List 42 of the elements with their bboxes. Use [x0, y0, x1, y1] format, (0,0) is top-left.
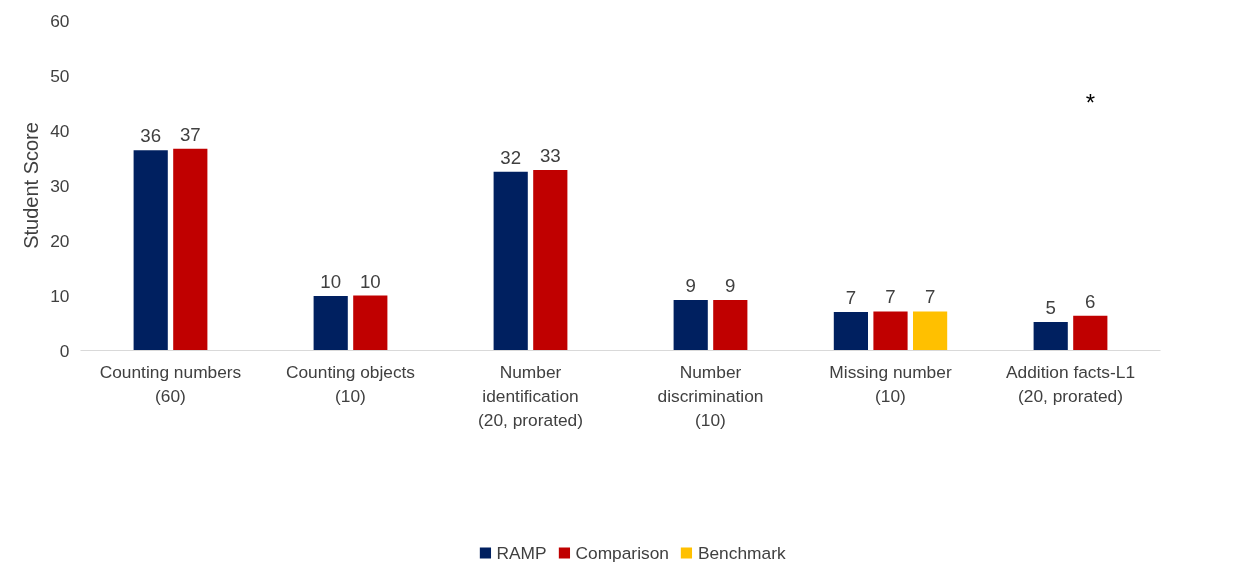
- bar: [1033, 321, 1068, 351]
- bar: [353, 295, 388, 351]
- bar: [1073, 315, 1108, 351]
- x-tick-label: Addition facts-L1 (20, prorated): [1005, 361, 1136, 406]
- data-label: 36: [140, 125, 162, 147]
- data-label: 9: [725, 274, 736, 296]
- bar: [673, 299, 708, 351]
- data-label: 10: [359, 270, 381, 292]
- data-label: 9: [685, 274, 696, 296]
- y-axis-title: Student Score: [20, 122, 43, 249]
- annotation: *: [1085, 88, 1095, 116]
- y-tick-label: 50: [50, 65, 70, 86]
- y-tick-label: 20: [50, 230, 70, 251]
- legend-label: RAMP: [496, 542, 547, 564]
- data-label: 32: [500, 146, 522, 168]
- bar: [493, 171, 528, 351]
- bar: [133, 150, 168, 351]
- x-tick-label: Number discrimination (10): [657, 361, 764, 430]
- data-label: 5: [1045, 296, 1056, 318]
- x-tick-label: Counting objects (10): [285, 361, 416, 406]
- y-tick-label: 0: [59, 340, 70, 361]
- legend-label: Comparison: [575, 542, 669, 564]
- bar: [533, 170, 568, 351]
- data-label: 7: [924, 286, 936, 308]
- x-tick-label: Number identification (20, prorated): [478, 361, 583, 430]
- data-label: 7: [845, 287, 857, 308]
- y-tick-label: 10: [50, 285, 70, 306]
- y-tick-label: 30: [50, 175, 70, 196]
- y-tick-label: 60: [50, 10, 70, 31]
- x-tick-label: Missing number (10): [829, 361, 952, 406]
- bar: [713, 299, 748, 351]
- data-label: 33: [539, 145, 561, 167]
- data-label: 37: [179, 123, 201, 145]
- data-label: 7: [885, 286, 896, 308]
- x-tick-label: Counting numbers (60): [99, 361, 242, 406]
- bar: [173, 148, 208, 351]
- y-tick-label: 40: [50, 120, 70, 141]
- legend-label: Benchmark: [697, 542, 786, 564]
- bar: [913, 311, 948, 351]
- data-label: 10: [320, 271, 342, 293]
- bar: [313, 296, 348, 351]
- data-label: 6: [1085, 290, 1096, 312]
